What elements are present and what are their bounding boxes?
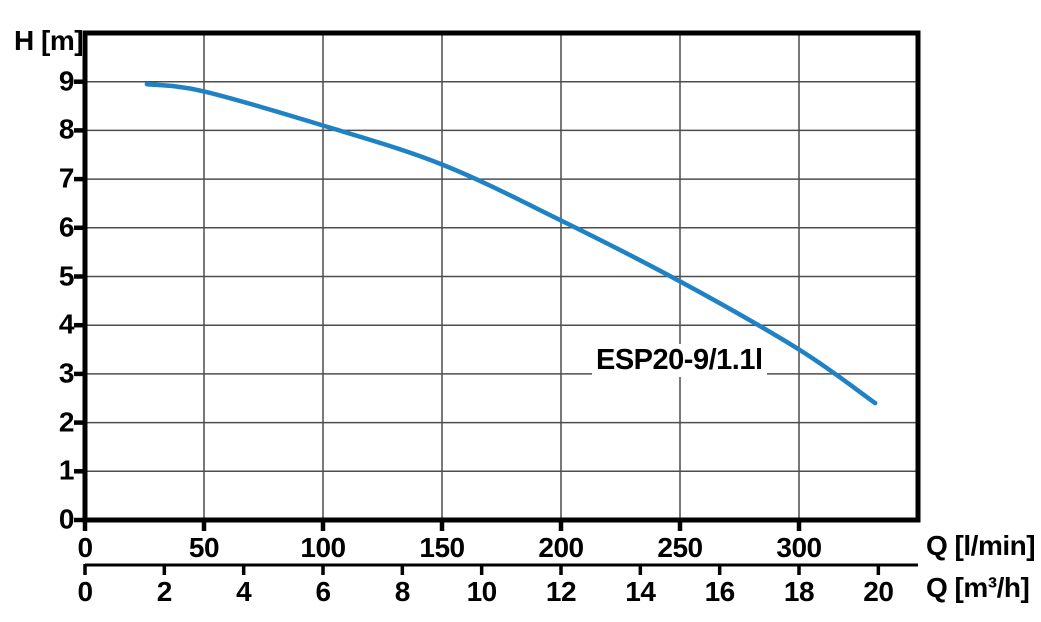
axes-and-ticks bbox=[74, 30, 921, 575]
x-secondary-tick-label: 18 bbox=[783, 576, 815, 607]
y-tick-label: 2 bbox=[58, 405, 75, 437]
x-secondary-tick-label: 14 bbox=[625, 576, 656, 607]
x-primary-tick-label: 150 bbox=[419, 532, 465, 563]
x-secondary-tick-label: 16 bbox=[704, 576, 736, 607]
y-tick-label: 6 bbox=[58, 211, 75, 243]
pump-performance-curve bbox=[144, 81, 878, 406]
curve-model-label: ESP20-9/1.1l bbox=[592, 344, 767, 377]
x-secondary-tick-label: 4 bbox=[236, 576, 252, 607]
x-secondary-tick-label: 10 bbox=[466, 576, 498, 607]
y-tick-label: 9 bbox=[58, 65, 75, 97]
x-secondary-tick-label: 2 bbox=[156, 576, 173, 607]
x-primary-tick-label: 300 bbox=[776, 532, 822, 563]
y-tick-label: 0 bbox=[58, 503, 75, 535]
gridlines bbox=[85, 33, 918, 520]
x-primary-tick-label: 200 bbox=[538, 532, 584, 563]
y-tick-label: 3 bbox=[58, 357, 75, 389]
x-secondary-tick-label: 8 bbox=[394, 576, 411, 607]
x-primary-tick-label: 100 bbox=[300, 532, 346, 563]
x-primary-tick-label: 0 bbox=[77, 532, 93, 563]
x-axis-primary-title: Q [l/min] bbox=[926, 530, 1036, 561]
x-secondary-tick-label: 20 bbox=[863, 576, 894, 607]
x-secondary-tick-label: 6 bbox=[315, 576, 331, 607]
y-tick-label: 8 bbox=[58, 113, 75, 145]
x-secondary-tick-label: 0 bbox=[77, 576, 93, 607]
y-tick-label: 1 bbox=[58, 454, 75, 486]
y-axis-title: H [m] bbox=[14, 25, 84, 56]
y-tick-label: 7 bbox=[58, 162, 75, 194]
x-secondary-tick-label: 12 bbox=[545, 576, 577, 607]
pump-curve bbox=[144, 81, 878, 406]
y-tick-label: 4 bbox=[58, 308, 75, 340]
x-primary-tick-label: 50 bbox=[188, 532, 220, 563]
x-primary-tick-label: 250 bbox=[657, 532, 703, 563]
y-tick-label: 5 bbox=[58, 259, 75, 291]
x-axis-secondary-title: Q [m³/h] bbox=[926, 572, 1030, 603]
